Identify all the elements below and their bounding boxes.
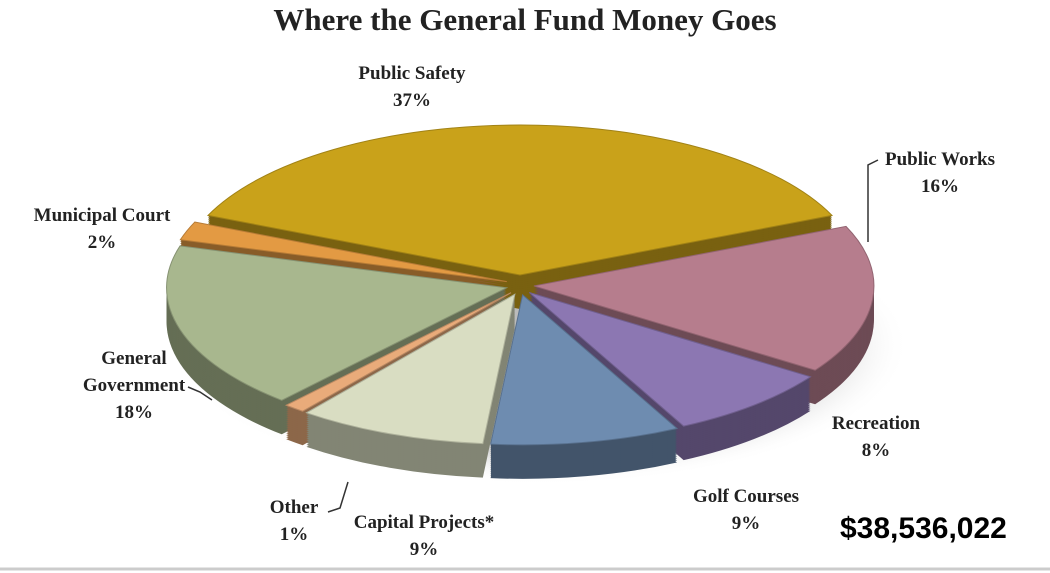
slice-label: Golf Courses 9% (671, 483, 821, 537)
slice (305, 293, 516, 445)
value-label: 8% (861, 440, 891, 461)
total-annotation: $38,536,022 (840, 512, 1007, 545)
leader-lines (187, 159, 879, 513)
slices (166, 124, 875, 479)
slice (284, 292, 512, 412)
category-label: Golf Courses (692, 486, 800, 507)
category-label: Other (269, 497, 319, 518)
category-label: Public Works (885, 149, 995, 170)
slice-label: Recreation 8% (811, 410, 941, 464)
slice-label: Capital Projects* 9% (329, 509, 519, 563)
category-label: Recreation (831, 413, 921, 434)
value-label: 9% (409, 539, 439, 560)
slice (490, 293, 679, 446)
value-label: 2% (87, 232, 117, 253)
category-label: Public Safety (358, 63, 466, 84)
slice (166, 245, 509, 401)
slice-label: Public Works 16% (865, 146, 1015, 200)
category-label: General Government (82, 348, 186, 396)
slice-label: Public Safety 37% (342, 60, 482, 114)
slice (206, 124, 834, 276)
value-label: 18% (115, 402, 153, 423)
slice (179, 221, 507, 283)
slice-label: Municipal Court 2% (7, 202, 197, 256)
slice (533, 225, 875, 371)
value-label: 16% (921, 176, 959, 197)
value-label: 37% (393, 90, 431, 111)
value-label: 1% (279, 524, 309, 545)
value-label: 9% (731, 513, 761, 534)
slice (528, 292, 812, 427)
category-label: Capital Projects* (353, 512, 495, 533)
chart-title: Where the General Fund Money Goes (273, 2, 777, 37)
slice-label: Other 1% (264, 494, 324, 548)
slice-label: General Government 18% (54, 345, 214, 426)
category-label: Municipal Court (33, 205, 171, 226)
